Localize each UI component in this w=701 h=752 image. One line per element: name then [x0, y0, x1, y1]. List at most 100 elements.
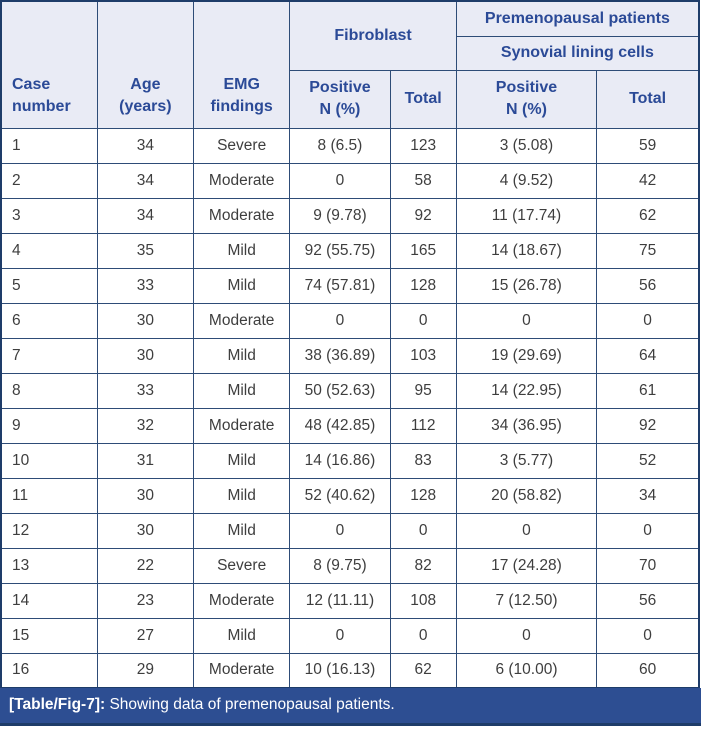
cell-fibroblast-total: 0	[389, 512, 457, 549]
table-row: 13 22 Severe 8 (9.75) 82 17 (24.28) 70	[0, 547, 700, 584]
cell-fibroblast-total: 108	[389, 582, 457, 619]
cell-fibroblast-positive: 38 (36.89)	[289, 337, 391, 374]
cell-case-number: 3	[0, 197, 98, 234]
cell-fibroblast-positive: 0	[289, 617, 391, 654]
table-caption-text: Showing data of premenopausal patients.	[105, 696, 395, 713]
cell-emg-findings: Moderate	[193, 652, 291, 689]
cell-fibroblast-positive: 0	[289, 512, 391, 549]
cell-age: 34	[96, 162, 195, 199]
cell-case-number: 13	[0, 547, 98, 584]
table-row: 14 23 Moderate 12 (11.11) 108 7 (12.50) 56	[0, 582, 700, 619]
col-header-fibroblast-total: Total	[389, 69, 457, 129]
cell-emg-findings: Moderate	[193, 197, 291, 234]
cell-case-number: 7	[0, 337, 98, 374]
cell-age: 31	[96, 442, 195, 479]
group-header-fibroblast: Fibroblast	[289, 0, 457, 71]
cell-synovial-total: 0	[596, 512, 700, 549]
table-row: 3 34 Moderate 9 (9.78) 92 11 (17.74) 62	[0, 197, 700, 234]
cell-fibroblast-positive: 74 (57.81)	[289, 267, 391, 304]
cell-emg-findings: Moderate	[193, 407, 291, 444]
cell-fibroblast-total: 95	[389, 372, 457, 409]
cell-fibroblast-positive: 48 (42.85)	[289, 407, 391, 444]
cell-synovial-positive: 3 (5.08)	[455, 127, 598, 164]
table-row: 16 29 Moderate 10 (16.13) 62 6 (10.00) 60	[0, 652, 700, 689]
cell-age: 32	[96, 407, 195, 444]
table-row: 2 34 Moderate 0 58 4 (9.52) 42	[0, 162, 700, 199]
cell-age: 33	[96, 372, 195, 409]
table-row: 6 30 Moderate 0 0 0 0	[0, 302, 700, 339]
cell-synovial-positive: 0	[455, 512, 598, 549]
cell-fibroblast-positive: 0	[289, 302, 391, 339]
col-header-synovial-positive: Positive N (%)	[455, 69, 598, 129]
group-header-synovial-lining-cells: Synovial lining cells	[455, 35, 700, 71]
cell-synovial-positive: 34 (36.95)	[455, 407, 598, 444]
cell-case-number: 14	[0, 582, 98, 619]
cell-synovial-positive: 14 (18.67)	[455, 232, 598, 269]
cell-case-number: 11	[0, 477, 98, 514]
cell-emg-findings: Moderate	[193, 162, 291, 199]
cell-synovial-total: 60	[596, 652, 700, 689]
cell-synovial-positive: 20 (58.82)	[455, 477, 598, 514]
cell-case-number: 16	[0, 652, 98, 689]
cell-emg-findings: Mild	[193, 267, 291, 304]
cell-case-number: 6	[0, 302, 98, 339]
cell-synovial-positive: 19 (29.69)	[455, 337, 598, 374]
cell-fibroblast-total: 165	[389, 232, 457, 269]
cell-synovial-total: 52	[596, 442, 700, 479]
cell-emg-findings: Mild	[193, 442, 291, 479]
cell-fibroblast-positive: 8 (9.75)	[289, 547, 391, 584]
cell-fibroblast-positive: 92 (55.75)	[289, 232, 391, 269]
cell-synovial-positive: 14 (22.95)	[455, 372, 598, 409]
cell-synovial-positive: 6 (10.00)	[455, 652, 598, 689]
col-header-fibroblast-positive: Positive N (%)	[289, 69, 391, 129]
cell-fibroblast-positive: 10 (16.13)	[289, 652, 391, 689]
cell-synovial-positive: 11 (17.74)	[455, 197, 598, 234]
cell-synovial-total: 0	[596, 302, 700, 339]
table-row: 4 35 Mild 92 (55.75) 165 14 (18.67) 75	[0, 232, 700, 269]
table-body: 1 34 Severe 8 (6.5) 123 3 (5.08) 59 2 34 Moderate…	[0, 127, 700, 689]
cell-synovial-positive: 7 (12.50)	[455, 582, 598, 619]
premenopausal-data-table: Case number Age (years) EMG findings Fib…	[0, 0, 700, 689]
cell-case-number: 15	[0, 617, 98, 654]
cell-emg-findings: Moderate	[193, 302, 291, 339]
cell-emg-findings: Mild	[193, 232, 291, 269]
table-row: 7 30 Mild 38 (36.89) 103 19 (29.69) 64	[0, 337, 700, 374]
cell-age: 30	[96, 337, 195, 374]
cell-synovial-positive: 3 (5.77)	[455, 442, 598, 479]
table-row: 8 33 Mild 50 (52.63) 95 14 (22.95) 61	[0, 372, 700, 409]
cell-fibroblast-positive: 50 (52.63)	[289, 372, 391, 409]
table-caption-label: [Table/Fig-7]:	[9, 696, 106, 713]
cell-synovial-total: 64	[596, 337, 700, 374]
table-row: 15 27 Mild 0 0 0 0	[0, 617, 700, 654]
cell-synovial-total: 42	[596, 162, 700, 199]
cell-emg-findings: Mild	[193, 617, 291, 654]
cell-age: 33	[96, 267, 195, 304]
cell-synovial-total: 59	[596, 127, 700, 164]
table-row: 5 33 Mild 74 (57.81) 128 15 (26.78) 56	[0, 267, 700, 304]
cell-synovial-positive: 0	[455, 302, 598, 339]
table-row: 1 34 Severe 8 (6.5) 123 3 (5.08) 59	[0, 127, 700, 164]
cell-synovial-positive: 4 (9.52)	[455, 162, 598, 199]
cell-fibroblast-total: 128	[389, 267, 457, 304]
cell-age: 35	[96, 232, 195, 269]
col-header-case-number: Case number	[0, 0, 98, 129]
cell-emg-findings: Mild	[193, 512, 291, 549]
table-header: Case number Age (years) EMG findings Fib…	[0, 0, 700, 129]
cell-age: 34	[96, 197, 195, 234]
cell-fibroblast-total: 58	[389, 162, 457, 199]
cell-fibroblast-positive: 14 (16.86)	[289, 442, 391, 479]
col-header-emg-findings: EMG findings	[193, 0, 291, 129]
cell-age: 30	[96, 477, 195, 514]
cell-emg-findings: Severe	[193, 127, 291, 164]
cell-age: 29	[96, 652, 195, 689]
cell-emg-findings: Mild	[193, 477, 291, 514]
table-row: 10 31 Mild 14 (16.86) 83 3 (5.77) 52	[0, 442, 700, 479]
cell-fibroblast-positive: 0	[289, 162, 391, 199]
cell-synovial-total: 56	[596, 267, 700, 304]
cell-age: 22	[96, 547, 195, 584]
cell-case-number: 9	[0, 407, 98, 444]
cell-case-number: 8	[0, 372, 98, 409]
cell-synovial-total: 56	[596, 582, 700, 619]
table-caption: [Table/Fig-7]: Showing data of premenopa…	[0, 688, 701, 726]
cell-case-number: 1	[0, 127, 98, 164]
